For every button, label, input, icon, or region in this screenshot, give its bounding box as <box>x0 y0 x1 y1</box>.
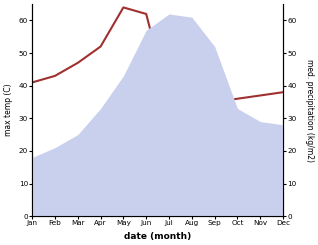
Y-axis label: max temp (C): max temp (C) <box>4 84 13 136</box>
Y-axis label: med. precipitation (kg/m2): med. precipitation (kg/m2) <box>305 59 314 162</box>
X-axis label: date (month): date (month) <box>124 232 191 241</box>
